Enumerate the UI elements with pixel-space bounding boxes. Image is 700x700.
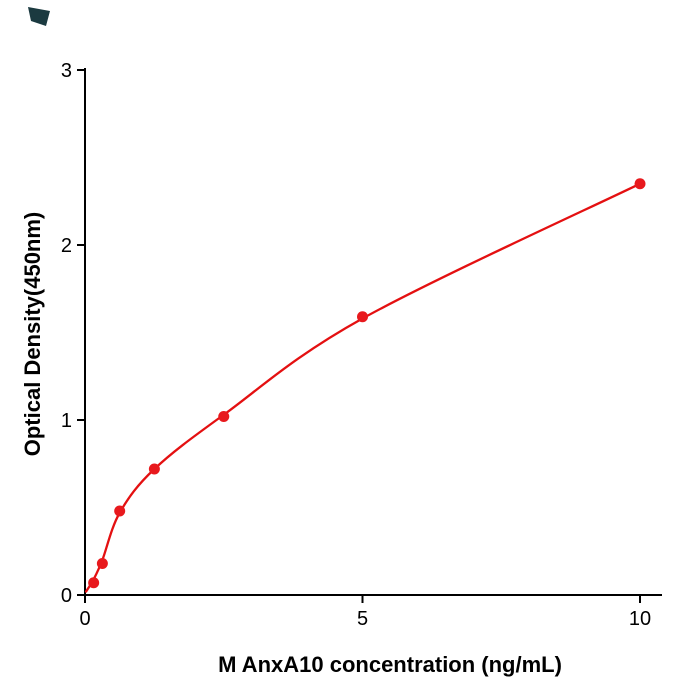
fit-curve-line bbox=[84, 182, 642, 593]
data-point bbox=[114, 505, 126, 517]
tick-marks bbox=[77, 69, 641, 603]
data-point bbox=[96, 558, 108, 569]
data-point bbox=[357, 311, 368, 323]
y-tick-label: 2 bbox=[61, 235, 72, 257]
tick-labels: 0 5 10 0 1 2 3 bbox=[61, 60, 651, 630]
x-tick-label: 5 bbox=[357, 608, 368, 630]
x-tick-label: 10 bbox=[629, 608, 651, 630]
data-points bbox=[88, 178, 646, 589]
y-tick-label: 3 bbox=[61, 60, 72, 82]
data-point bbox=[218, 411, 230, 422]
data-point bbox=[634, 178, 646, 190]
x-axis-label: M AnxA10 concentration (ng/mL) bbox=[218, 652, 562, 677]
y-tick-label: 0 bbox=[61, 585, 72, 607]
y-tick-label: 1 bbox=[61, 410, 72, 432]
data-point bbox=[148, 463, 160, 475]
y-axis-label: Optical Density(450nm) bbox=[20, 212, 45, 457]
x-tick-label: 0 bbox=[79, 608, 90, 630]
data-point bbox=[88, 577, 100, 589]
corner-mark bbox=[28, 7, 50, 26]
axes bbox=[84, 68, 662, 596]
